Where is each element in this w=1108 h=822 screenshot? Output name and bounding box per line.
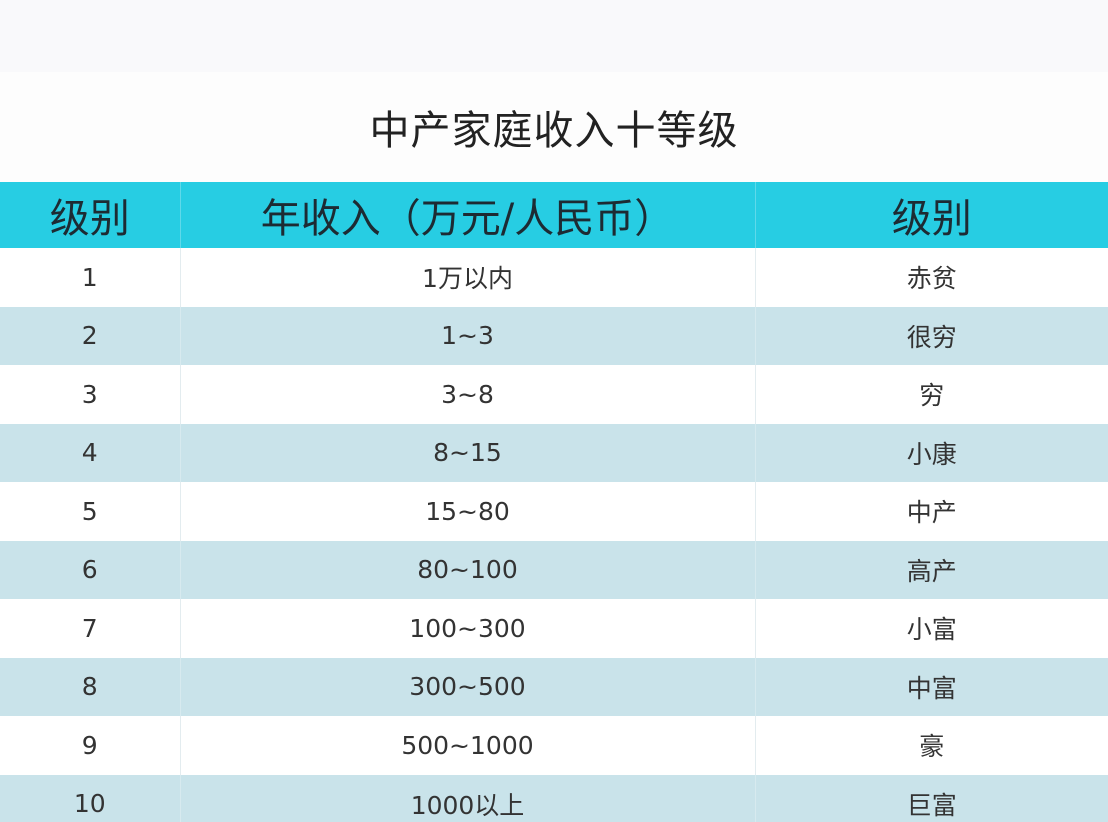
cell-level: 3 <box>0 365 181 424</box>
table-row: 2 1~3 很穷 <box>0 306 1108 365</box>
cell-level: 7 <box>0 599 181 658</box>
cell-grade: 小富 <box>755 599 1108 658</box>
cell-income: 300~500 <box>180 657 756 716</box>
table-row: 9 500~1000 豪 <box>0 716 1108 775</box>
cell-level: 2 <box>0 306 181 365</box>
cell-grade: 中富 <box>755 657 1108 716</box>
table-row: 5 15~80 中产 <box>0 482 1108 541</box>
cell-level: 6 <box>0 540 181 599</box>
cell-level: 8 <box>0 657 181 716</box>
cell-level: 10 <box>0 774 181 822</box>
cell-income: 8~15 <box>180 423 756 482</box>
header-annual-income: 年收入（万元/人民币） <box>180 182 756 248</box>
cell-income: 1万以内 <box>180 248 756 307</box>
cell-income: 100~300 <box>180 599 756 658</box>
cell-income: 3~8 <box>180 365 756 424</box>
income-grade-table: 级别 年收入（万元/人民币） 级别 1 1万以内 赤贫 2 1~3 很穷 3 3… <box>0 182 1108 822</box>
cell-grade: 中产 <box>755 482 1108 541</box>
cell-income: 80~100 <box>180 540 756 599</box>
cell-level: 4 <box>0 423 181 482</box>
cell-level: 5 <box>0 482 181 541</box>
table-row: 1 1万以内 赤贫 <box>0 248 1108 307</box>
cell-income: 500~1000 <box>180 716 756 775</box>
cell-level: 1 <box>0 248 181 307</box>
table-row: 3 3~8 穷 <box>0 365 1108 424</box>
header-level: 级别 <box>0 182 181 248</box>
cell-income: 15~80 <box>180 482 756 541</box>
cell-level: 9 <box>0 716 181 775</box>
cell-grade: 高产 <box>755 540 1108 599</box>
table-row: 10 1000以上 巨富 <box>0 774 1108 822</box>
cell-income: 1000以上 <box>180 774 756 822</box>
table-row: 8 300~500 中富 <box>0 657 1108 716</box>
table-row: 6 80~100 高产 <box>0 540 1108 599</box>
cell-grade: 豪 <box>755 716 1108 775</box>
page-title: 中产家庭收入十等级 <box>0 72 1108 182</box>
cell-grade: 穷 <box>755 365 1108 424</box>
cell-grade: 很穷 <box>755 306 1108 365</box>
table-row: 4 8~15 小康 <box>0 423 1108 482</box>
table-header-row: 级别 年收入（万元/人民币） 级别 <box>0 182 1108 248</box>
header-grade: 级别 <box>755 182 1108 248</box>
cell-grade: 巨富 <box>755 774 1108 822</box>
table-row: 7 100~300 小富 <box>0 599 1108 658</box>
cell-grade: 赤贫 <box>755 248 1108 307</box>
cell-income: 1~3 <box>180 306 756 365</box>
cell-grade: 小康 <box>755 423 1108 482</box>
top-band <box>0 0 1108 72</box>
